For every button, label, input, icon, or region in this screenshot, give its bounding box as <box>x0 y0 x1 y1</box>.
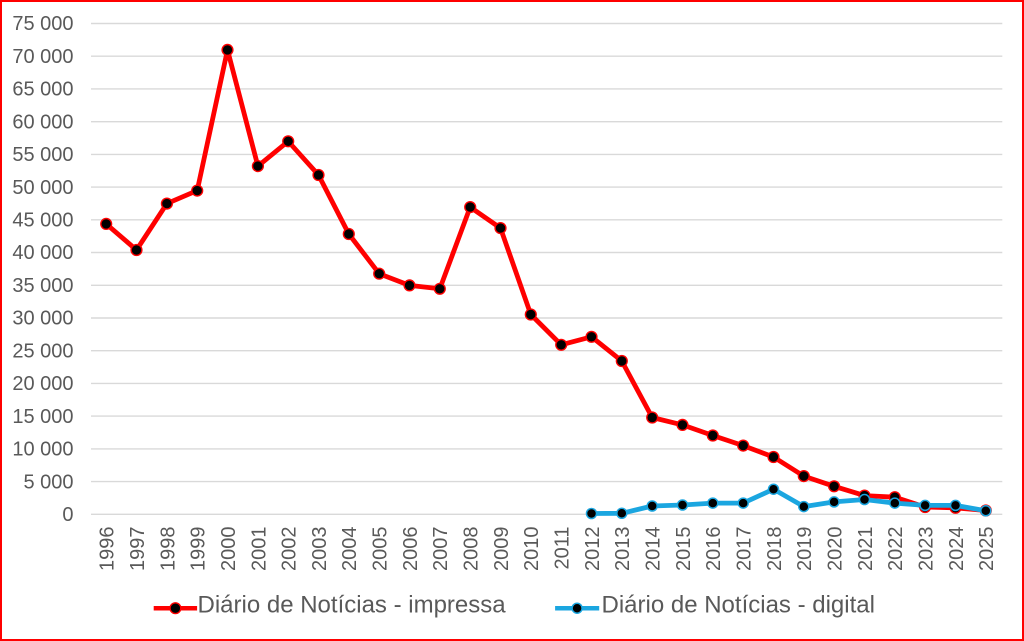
svg-text:2000: 2000 <box>218 527 240 572</box>
svg-text:2001: 2001 <box>248 527 270 572</box>
svg-text:1997: 1997 <box>127 527 149 572</box>
svg-text:2020: 2020 <box>825 527 847 572</box>
svg-text:Diário de Notícias - impressa: Diário de Notícias - impressa <box>198 592 507 619</box>
svg-text:20 000: 20 000 <box>12 373 73 395</box>
svg-text:2024: 2024 <box>946 527 968 572</box>
svg-text:2011: 2011 <box>552 527 574 570</box>
svg-text:2005: 2005 <box>370 527 392 572</box>
svg-text:2025: 2025 <box>976 526 998 571</box>
svg-text:Diário de Notícias - digital: Diário de Notícias - digital <box>602 592 875 619</box>
svg-text:2007: 2007 <box>430 527 452 572</box>
svg-text:0: 0 <box>62 504 73 526</box>
svg-text:55 000: 55 000 <box>12 144 73 166</box>
svg-text:2002: 2002 <box>279 527 301 572</box>
svg-text:2006: 2006 <box>400 527 422 572</box>
svg-text:45 000: 45 000 <box>12 210 73 232</box>
svg-text:50 000: 50 000 <box>12 177 73 199</box>
svg-text:2008: 2008 <box>461 527 483 572</box>
svg-text:1998: 1998 <box>157 527 179 572</box>
svg-text:2010: 2010 <box>521 527 543 572</box>
svg-text:2013: 2013 <box>612 527 634 572</box>
svg-text:2021: 2021 <box>855 527 877 572</box>
svg-text:70 000: 70 000 <box>12 46 73 68</box>
svg-text:5 000: 5 000 <box>23 471 73 493</box>
svg-text:10 000: 10 000 <box>12 439 73 461</box>
svg-text:15 000: 15 000 <box>12 406 73 428</box>
svg-text:1999: 1999 <box>188 527 210 572</box>
svg-text:40 000: 40 000 <box>12 242 73 264</box>
svg-text:2016: 2016 <box>703 527 725 572</box>
svg-text:2022: 2022 <box>885 527 907 572</box>
svg-text:35 000: 35 000 <box>12 275 73 297</box>
svg-text:30 000: 30 000 <box>12 308 73 330</box>
svg-text:2019: 2019 <box>794 527 816 572</box>
svg-text:65 000: 65 000 <box>12 79 73 101</box>
svg-text:2014: 2014 <box>643 527 665 572</box>
svg-text:2015: 2015 <box>673 527 695 572</box>
svg-text:2009: 2009 <box>491 527 513 572</box>
svg-text:2003: 2003 <box>309 527 331 572</box>
svg-text:60 000: 60 000 <box>12 111 73 133</box>
svg-text:2012: 2012 <box>582 527 604 572</box>
svg-text:2018: 2018 <box>764 527 786 572</box>
svg-text:1996: 1996 <box>97 527 119 572</box>
svg-text:2023: 2023 <box>916 527 938 572</box>
svg-text:2017: 2017 <box>734 527 756 572</box>
svg-text:2004: 2004 <box>339 527 361 572</box>
svg-text:75 000: 75 000 <box>12 13 73 35</box>
svg-text:25 000: 25 000 <box>12 340 73 362</box>
